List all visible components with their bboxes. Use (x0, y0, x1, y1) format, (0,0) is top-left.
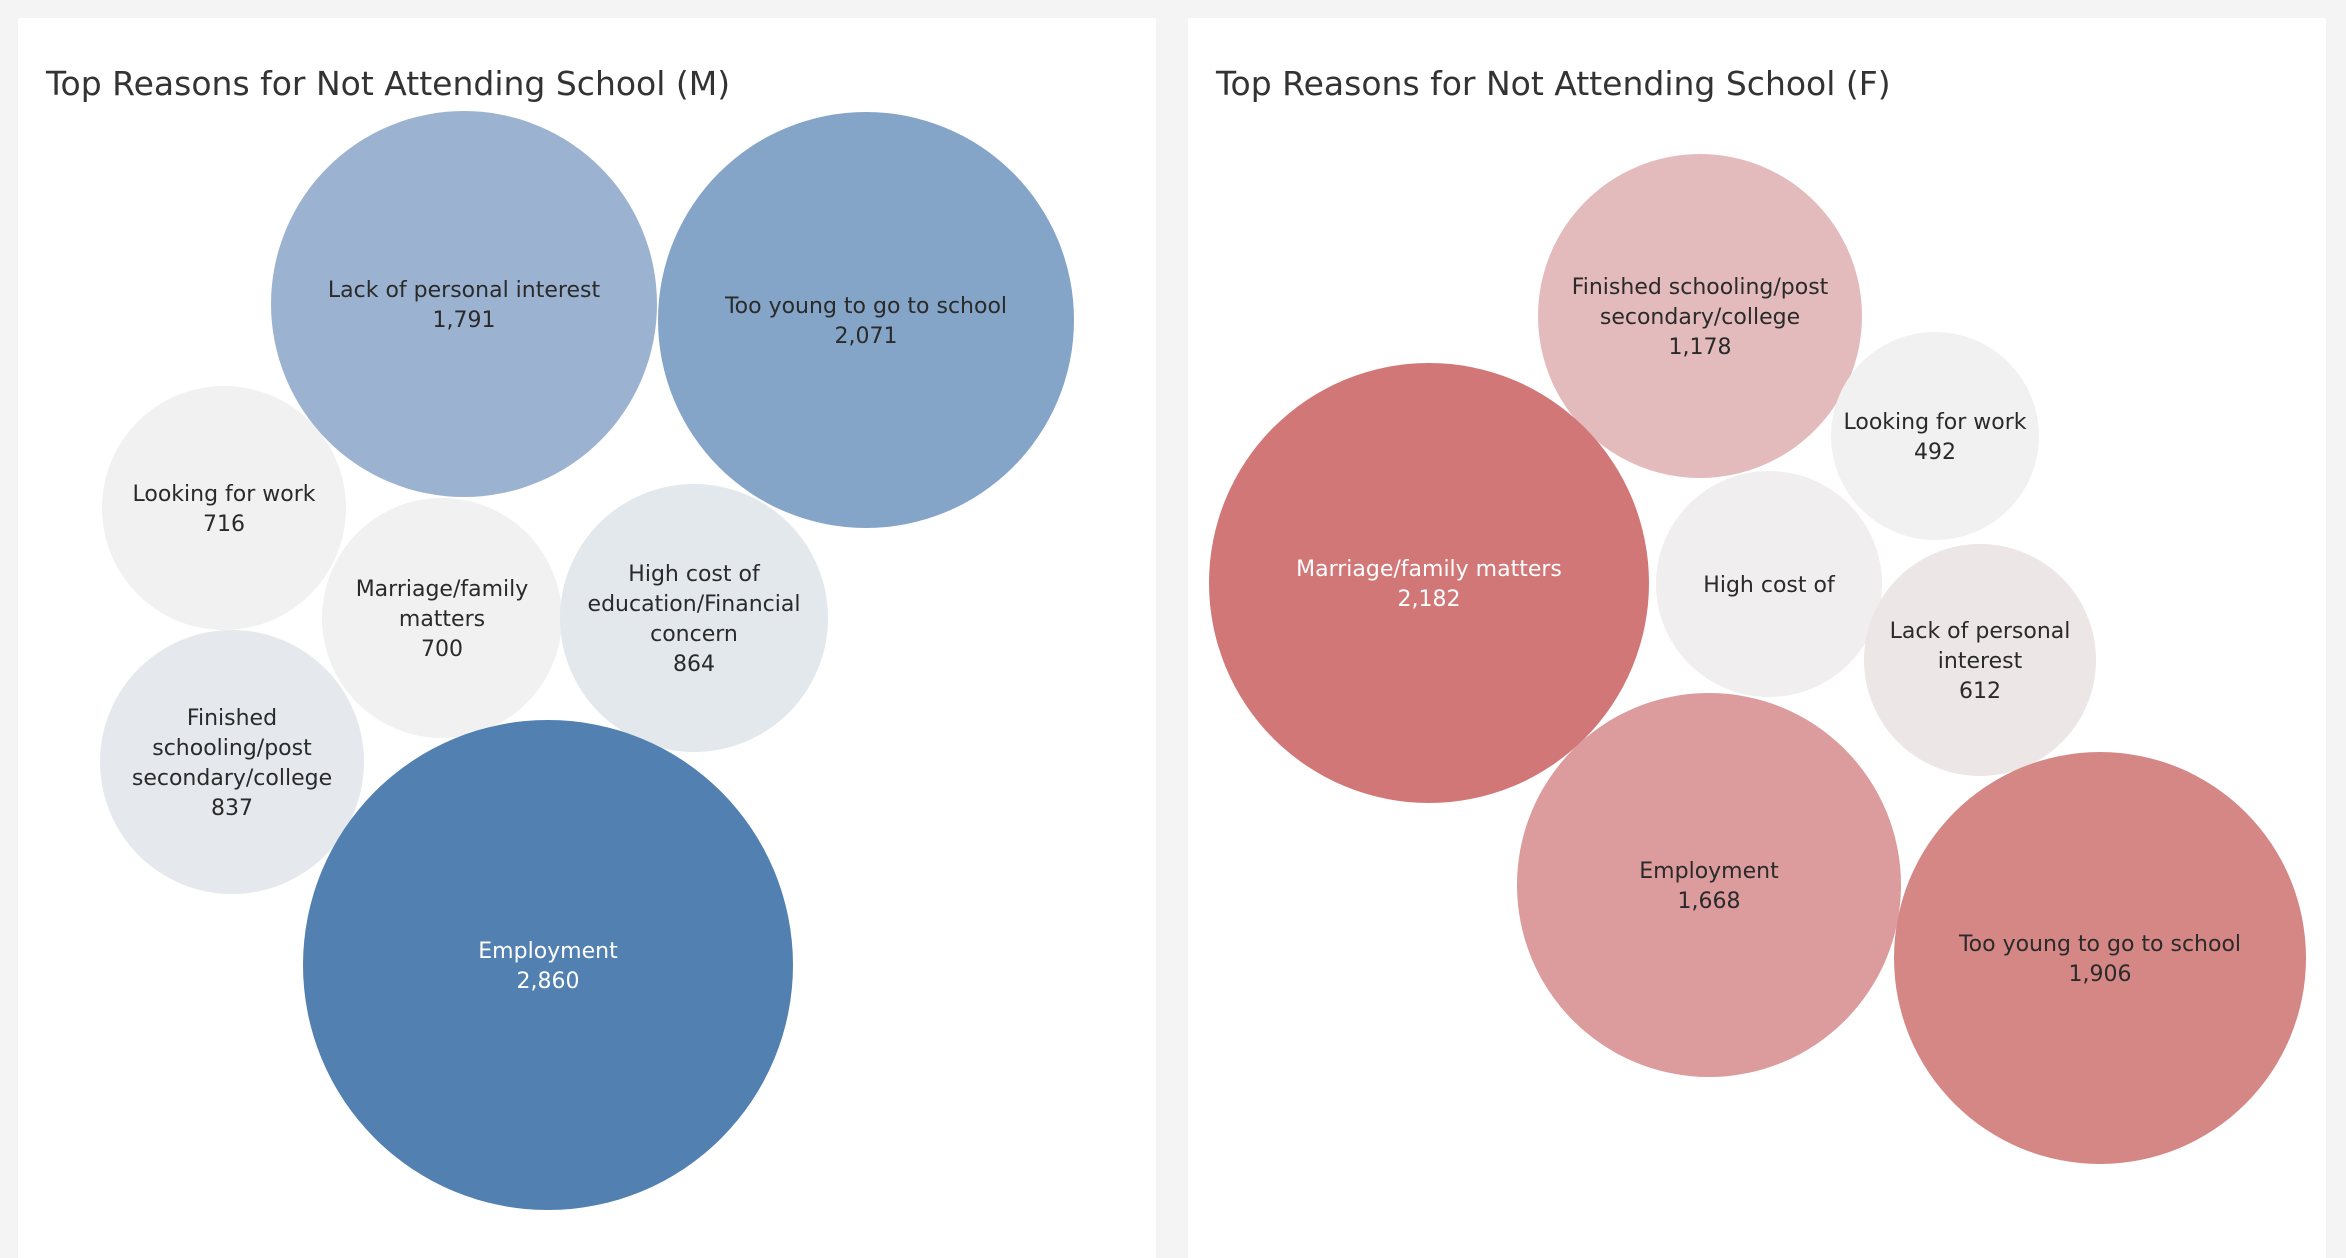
bubble-circle-female-marriage-family-matters[interactable] (1209, 363, 1649, 803)
bubble-label-male-marriage-family-matters: matters (399, 607, 485, 632)
bubble-female-employment[interactable]: Employment 1,668 (1517, 693, 1901, 1077)
bubble-label-male-high-cost-of-education-financial-concern: education/Financial (588, 592, 801, 617)
bubble-label-female-finished-schooling-post-secondary-college: secondary/college (1600, 305, 1800, 330)
chart-panel-male: Top Reasons for Not Attending School (M)… (18, 18, 1156, 1258)
bubble-value-female-lack-of-personal-interest: 612 (1959, 679, 2001, 704)
bubble-value-female-finished-schooling-post-secondary-college: 1,178 (1669, 335, 1732, 360)
bubble-circle-male-lack-of-personal-interest[interactable] (271, 111, 657, 497)
bubble-male-high-cost-of-education-financial-concern[interactable]: High cost of education/Financial concern 86… (560, 484, 828, 752)
bubble-label-female-finished-schooling-post-secondary-college: Finished schooling/post (1572, 275, 1829, 300)
bubble-value-female-marriage-family-matters: 2,182 (1398, 587, 1461, 612)
bubble-value-female-employment: 1,668 (1678, 889, 1741, 914)
bubble-circle-female-finished-schooling-post-secondary-college[interactable] (1538, 154, 1862, 478)
bubble-female-high-cost-of[interactable]: High cost of (1656, 471, 1882, 697)
bubble-label-female-looking-for-work: Looking for work (1843, 410, 2026, 435)
bubble-female-looking-for-work[interactable]: Looking for work 492 (1831, 332, 2039, 540)
bubble-circle-male-employment[interactable] (303, 720, 793, 1210)
bubble-label-female-marriage-family-matters: Marriage/family matters (1296, 557, 1562, 582)
bubble-label-female-high-cost-of: High cost of (1703, 573, 1836, 598)
bubble-label-male-finished-schooling-post-secondary-college: Finished (187, 706, 277, 731)
bubble-male-employment[interactable]: Employment 2,860 (303, 720, 793, 1210)
bubble-circle-female-high-cost-of[interactable] (1656, 471, 1882, 697)
bubble-label-female-lack-of-personal-interest: Lack of personal (1890, 619, 2071, 644)
bubble-label-male-lack-of-personal-interest: Lack of personal interest (328, 278, 601, 303)
bubble-circle-male-finished-schooling-post-secondary-college[interactable] (100, 630, 364, 894)
bubble-value-male-marriage-family-matters: 700 (421, 637, 463, 662)
bubble-value-female-too-young-to-go-to-school: 1,906 (2069, 962, 2132, 987)
bubble-value-male-high-cost-of-education-financial-concern: 864 (673, 652, 715, 677)
chart-title-male: Top Reasons for Not Attending School (M) (46, 64, 731, 103)
bubble-female-marriage-family-matters[interactable]: Marriage/family matters 2,182 (1209, 363, 1649, 803)
bubble-circle-male-marriage-family-matters[interactable] (322, 498, 562, 738)
bubble-female-too-young-to-go-to-school[interactable]: Too young to go to school 1,906 (1894, 752, 2306, 1164)
bubble-label-male-employment: Employment (478, 939, 618, 964)
bubble-label-female-lack-of-personal-interest: interest (1938, 649, 2023, 674)
bubble-value-male-employment: 2,860 (517, 969, 580, 994)
bubble-value-male-finished-schooling-post-secondary-college: 837 (211, 796, 253, 821)
bubble-female-finished-schooling-post-secondary-college[interactable]: Finished schooling/post secondary/college… (1538, 154, 1862, 478)
bubble-circle-male-high-cost-of-education-financial-concern[interactable] (560, 484, 828, 752)
bubble-value-male-too-young-to-go-to-school: 2,071 (835, 324, 898, 349)
bubble-circle-female-lack-of-personal-interest[interactable] (1864, 544, 2096, 776)
bubble-circle-female-employment[interactable] (1517, 693, 1901, 1077)
bubble-value-male-looking-for-work: 716 (203, 512, 245, 537)
bubble-male-marriage-family-matters[interactable]: Marriage/family matters 700 (322, 498, 562, 738)
bubble-circle-male-too-young-to-go-to-school[interactable] (658, 112, 1074, 528)
bubble-female-lack-of-personal-interest[interactable]: Lack of personal interest 612 (1864, 544, 2096, 776)
bubble-value-male-lack-of-personal-interest: 1,791 (433, 308, 496, 333)
bubble-circle-male-looking-for-work[interactable] (102, 386, 346, 630)
bubble-label-female-too-young-to-go-to-school: Too young to go to school (1958, 932, 2241, 957)
bubble-male-lack-of-personal-interest[interactable]: Lack of personal interest 1,791 (271, 111, 657, 497)
bubble-chart-male: Lack of personal interest 1,791 Too young … (100, 111, 1074, 1210)
bubble-label-male-finished-schooling-post-secondary-college: secondary/college (132, 766, 332, 791)
bubble-label-male-looking-for-work: Looking for work (132, 482, 315, 507)
bubble-label-male-high-cost-of-education-financial-concern: High cost of (628, 562, 761, 587)
bubble-male-looking-for-work[interactable]: Looking for work 716 (102, 386, 346, 630)
bubble-label-male-high-cost-of-education-financial-concern: concern (650, 622, 738, 647)
bubble-chart-female: Finished schooling/post secondary/college… (1209, 154, 2306, 1164)
chart-title-female: Top Reasons for Not Attending School (F) (1216, 64, 1891, 103)
bubble-label-male-finished-schooling-post-secondary-college: schooling/post (152, 736, 312, 761)
bubble-male-finished-schooling-post-secondary-college[interactable]: Finished schooling/post secondary/college 8… (100, 630, 364, 894)
bubble-male-too-young-to-go-to-school[interactable]: Too young to go to school 2,071 (658, 112, 1074, 528)
bubble-circle-female-looking-for-work[interactable] (1831, 332, 2039, 540)
bubble-circle-female-too-young-to-go-to-school[interactable] (1894, 752, 2306, 1164)
chart-panel-female: Top Reasons for Not Attending School (F)… (1188, 18, 2326, 1258)
bubble-label-male-marriage-family-matters: Marriage/family (356, 577, 529, 602)
bubble-label-male-too-young-to-go-to-school: Too young to go to school (724, 294, 1007, 319)
bubble-value-female-looking-for-work: 492 (1914, 440, 1956, 465)
bubble-label-female-employment: Employment (1639, 859, 1779, 884)
